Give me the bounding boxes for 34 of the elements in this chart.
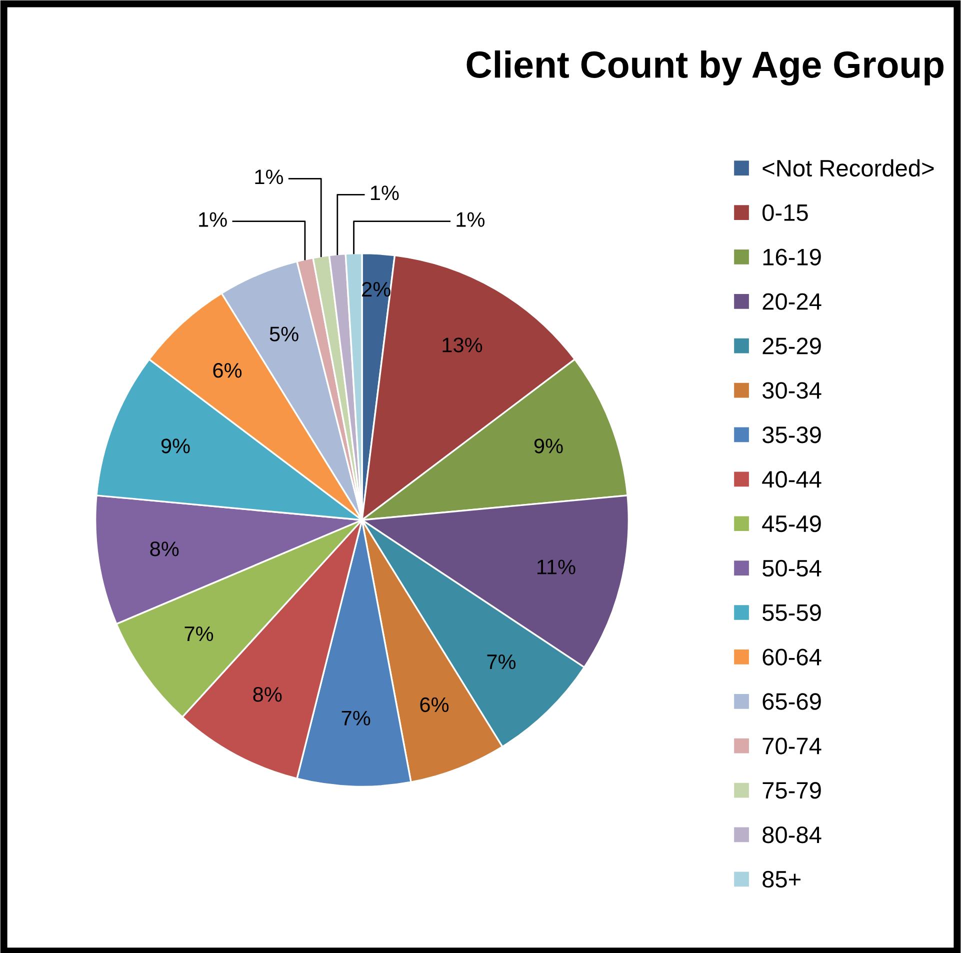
legend-label: 40-44: [762, 470, 822, 488]
legend-label: 70-74: [762, 738, 822, 754]
legend-label: 30-34: [762, 382, 822, 399]
data-label: 9%: [534, 438, 563, 454]
data-label: 1%: [456, 212, 484, 227]
data-label: 1%: [370, 186, 399, 200]
legend-label: 55-59: [762, 604, 821, 621]
data-label: 7%: [487, 654, 516, 670]
legend-label: 35-39: [762, 426, 821, 444]
data-label: 9%: [161, 438, 190, 454]
data-label: 6%: [213, 363, 242, 378]
legend-label: 0-15: [762, 204, 808, 222]
legend-label: 80-84: [762, 826, 822, 844]
legend-label: 65-69: [762, 693, 821, 710]
legend-label: 85+: [762, 870, 800, 888]
data-label: 7%: [184, 626, 214, 642]
legend-label: 50-54: [762, 560, 822, 577]
data-label: 5%: [270, 326, 298, 342]
legend-label: 20-24: [762, 293, 822, 310]
data-label: 8%: [253, 687, 282, 702]
data-label: 13%: [442, 338, 482, 352]
data-label: 6%: [420, 697, 449, 712]
data-label: 7%: [342, 710, 370, 726]
chart-title: Client Count by Age Group: [466, 50, 944, 86]
legend-label: 25-29: [762, 338, 821, 354]
data-label: 11%: [537, 560, 576, 574]
data-label: 1%: [255, 170, 284, 184]
data-label: 8%: [150, 542, 179, 556]
data-label: 1%: [199, 212, 227, 227]
legend-label: 45-49: [762, 515, 821, 532]
legend-label: 60-64: [762, 648, 822, 666]
legend-label: 16-19: [763, 248, 821, 266]
legend-label: <Not Recorded>: [762, 159, 934, 177]
legend-label: 75-79: [762, 782, 821, 799]
